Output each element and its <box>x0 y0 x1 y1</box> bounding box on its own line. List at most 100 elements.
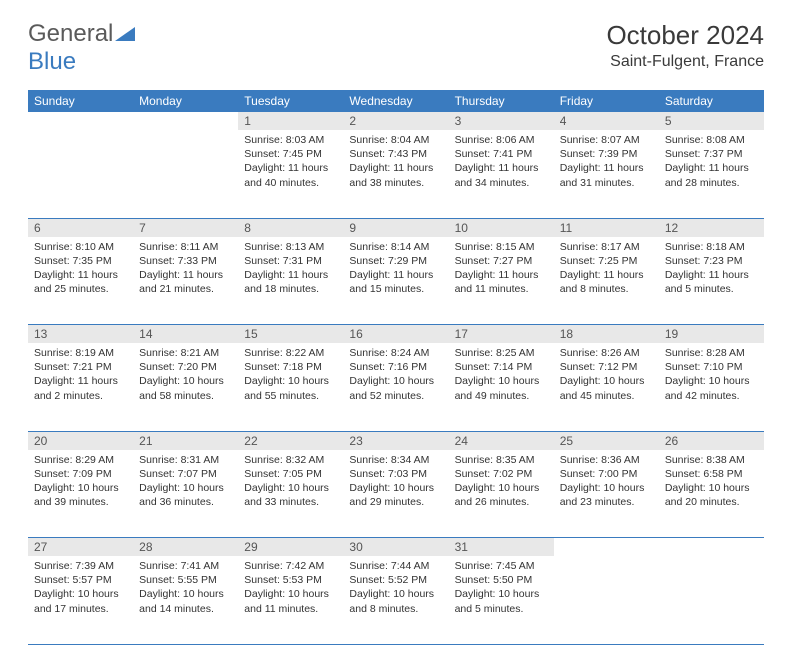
day-number-cell: 27 <box>28 538 133 557</box>
day-number-cell: 16 <box>343 325 448 344</box>
weekday-header: Wednesday <box>343 90 448 112</box>
day-number: 12 <box>659 219 764 237</box>
day-number: 4 <box>554 112 659 130</box>
day-details: Sunrise: 8:07 AMSunset: 7:39 PMDaylight:… <box>554 130 659 196</box>
day-content-cell: Sunrise: 7:41 AMSunset: 5:55 PMDaylight:… <box>133 556 238 644</box>
day-details: Sunrise: 8:21 AMSunset: 7:20 PMDaylight:… <box>133 343 238 409</box>
day-number: 13 <box>28 325 133 343</box>
day-number-cell: 23 <box>343 431 448 450</box>
day-number-cell <box>28 112 133 130</box>
day-number: 3 <box>449 112 554 130</box>
day-number-cell: 17 <box>449 325 554 344</box>
weekday-header-row: SundayMondayTuesdayWednesdayThursdayFrid… <box>28 90 764 112</box>
day-number-cell: 5 <box>659 112 764 130</box>
day-number-cell: 14 <box>133 325 238 344</box>
day-number-cell: 8 <box>238 218 343 237</box>
day-number-cell: 10 <box>449 218 554 237</box>
day-content-cell <box>28 130 133 218</box>
day-details: Sunrise: 8:17 AMSunset: 7:25 PMDaylight:… <box>554 237 659 303</box>
day-number-cell: 4 <box>554 112 659 130</box>
day-number: 28 <box>133 538 238 556</box>
day-number-cell: 22 <box>238 431 343 450</box>
day-number: 31 <box>449 538 554 556</box>
day-details: Sunrise: 8:29 AMSunset: 7:09 PMDaylight:… <box>28 450 133 516</box>
day-content-cell: Sunrise: 7:42 AMSunset: 5:53 PMDaylight:… <box>238 556 343 644</box>
calendar-table: SundayMondayTuesdayWednesdayThursdayFrid… <box>28 90 764 645</box>
day-number: 27 <box>28 538 133 556</box>
day-number: 23 <box>343 432 448 450</box>
day-number-cell <box>659 538 764 557</box>
day-details: Sunrise: 8:03 AMSunset: 7:45 PMDaylight:… <box>238 130 343 196</box>
day-number-cell: 7 <box>133 218 238 237</box>
content-row: Sunrise: 8:19 AMSunset: 7:21 PMDaylight:… <box>28 343 764 431</box>
day-details: Sunrise: 8:10 AMSunset: 7:35 PMDaylight:… <box>28 237 133 303</box>
day-number: 7 <box>133 219 238 237</box>
day-number-cell: 30 <box>343 538 448 557</box>
page-title: October 2024 <box>606 20 764 51</box>
day-details: Sunrise: 8:34 AMSunset: 7:03 PMDaylight:… <box>343 450 448 516</box>
day-content-cell: Sunrise: 8:04 AMSunset: 7:43 PMDaylight:… <box>343 130 448 218</box>
content-row: Sunrise: 8:03 AMSunset: 7:45 PMDaylight:… <box>28 130 764 218</box>
day-number-cell: 3 <box>449 112 554 130</box>
weekday-header: Thursday <box>449 90 554 112</box>
day-details: Sunrise: 8:36 AMSunset: 7:00 PMDaylight:… <box>554 450 659 516</box>
logo-triangle-icon <box>115 25 135 46</box>
day-details: Sunrise: 8:28 AMSunset: 7:10 PMDaylight:… <box>659 343 764 409</box>
day-details: Sunrise: 8:15 AMSunset: 7:27 PMDaylight:… <box>449 237 554 303</box>
content-row: Sunrise: 8:29 AMSunset: 7:09 PMDaylight:… <box>28 450 764 538</box>
location: Saint-Fulgent, France <box>606 53 764 71</box>
day-content-cell: Sunrise: 8:03 AMSunset: 7:45 PMDaylight:… <box>238 130 343 218</box>
weekday-header: Monday <box>133 90 238 112</box>
day-number: 5 <box>659 112 764 130</box>
day-content-cell: Sunrise: 8:17 AMSunset: 7:25 PMDaylight:… <box>554 237 659 325</box>
day-number: 20 <box>28 432 133 450</box>
day-number-cell: 13 <box>28 325 133 344</box>
day-number: 1 <box>238 112 343 130</box>
day-number-cell: 9 <box>343 218 448 237</box>
logo-word2: Blue <box>28 48 76 75</box>
day-content-cell: Sunrise: 8:07 AMSunset: 7:39 PMDaylight:… <box>554 130 659 218</box>
day-number: 6 <box>28 219 133 237</box>
day-content-cell: Sunrise: 8:29 AMSunset: 7:09 PMDaylight:… <box>28 450 133 538</box>
day-number-cell: 11 <box>554 218 659 237</box>
day-number: 22 <box>238 432 343 450</box>
day-number-cell: 2 <box>343 112 448 130</box>
logo: General Blue <box>28 20 135 76</box>
day-number: 15 <box>238 325 343 343</box>
day-content-cell <box>133 130 238 218</box>
day-number-cell: 25 <box>554 431 659 450</box>
day-details: Sunrise: 8:06 AMSunset: 7:41 PMDaylight:… <box>449 130 554 196</box>
day-content-cell: Sunrise: 8:08 AMSunset: 7:37 PMDaylight:… <box>659 130 764 218</box>
day-number: 21 <box>133 432 238 450</box>
daynum-row: 20212223242526 <box>28 431 764 450</box>
day-number-cell: 20 <box>28 431 133 450</box>
day-content-cell: Sunrise: 7:39 AMSunset: 5:57 PMDaylight:… <box>28 556 133 644</box>
day-number: 16 <box>343 325 448 343</box>
day-content-cell: Sunrise: 8:31 AMSunset: 7:07 PMDaylight:… <box>133 450 238 538</box>
day-number: 17 <box>449 325 554 343</box>
day-details: Sunrise: 8:14 AMSunset: 7:29 PMDaylight:… <box>343 237 448 303</box>
day-number-cell: 15 <box>238 325 343 344</box>
day-content-cell: Sunrise: 8:10 AMSunset: 7:35 PMDaylight:… <box>28 237 133 325</box>
day-number: 2 <box>343 112 448 130</box>
day-number-cell <box>554 538 659 557</box>
day-details: Sunrise: 8:35 AMSunset: 7:02 PMDaylight:… <box>449 450 554 516</box>
day-details: Sunrise: 8:26 AMSunset: 7:12 PMDaylight:… <box>554 343 659 409</box>
weekday-header: Tuesday <box>238 90 343 112</box>
day-content-cell: Sunrise: 8:14 AMSunset: 7:29 PMDaylight:… <box>343 237 448 325</box>
day-number-cell: 29 <box>238 538 343 557</box>
day-content-cell: Sunrise: 8:26 AMSunset: 7:12 PMDaylight:… <box>554 343 659 431</box>
daynum-row: 13141516171819 <box>28 325 764 344</box>
day-details: Sunrise: 8:19 AMSunset: 7:21 PMDaylight:… <box>28 343 133 409</box>
weekday-header: Sunday <box>28 90 133 112</box>
day-number: 19 <box>659 325 764 343</box>
day-details: Sunrise: 8:25 AMSunset: 7:14 PMDaylight:… <box>449 343 554 409</box>
day-content-cell: Sunrise: 8:22 AMSunset: 7:18 PMDaylight:… <box>238 343 343 431</box>
day-details: Sunrise: 8:11 AMSunset: 7:33 PMDaylight:… <box>133 237 238 303</box>
day-content-cell: Sunrise: 8:15 AMSunset: 7:27 PMDaylight:… <box>449 237 554 325</box>
day-number-cell: 6 <box>28 218 133 237</box>
day-content-cell: Sunrise: 8:19 AMSunset: 7:21 PMDaylight:… <box>28 343 133 431</box>
content-row: Sunrise: 8:10 AMSunset: 7:35 PMDaylight:… <box>28 237 764 325</box>
day-content-cell: Sunrise: 8:21 AMSunset: 7:20 PMDaylight:… <box>133 343 238 431</box>
day-details: Sunrise: 8:13 AMSunset: 7:31 PMDaylight:… <box>238 237 343 303</box>
